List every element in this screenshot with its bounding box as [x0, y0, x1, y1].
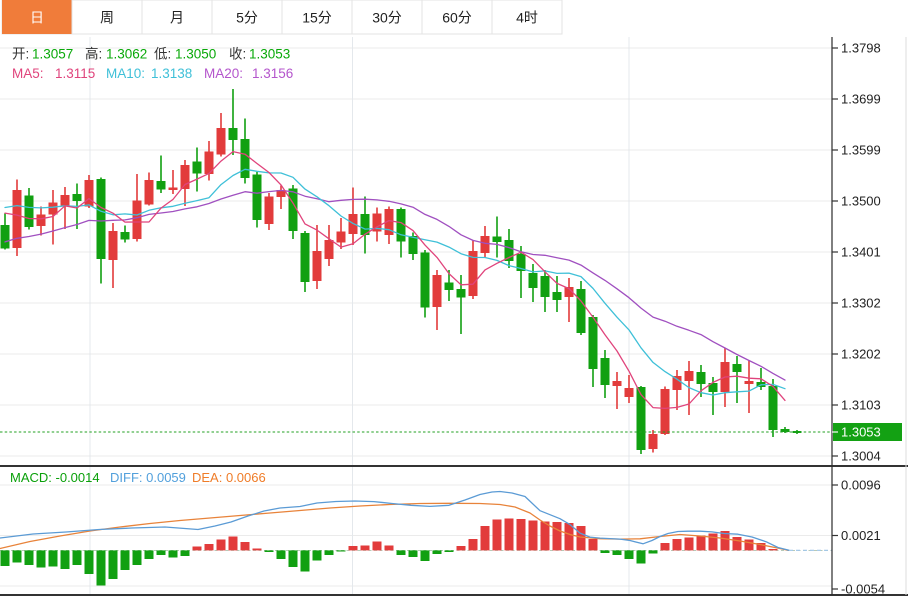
svg-text:1.3401: 1.3401: [841, 245, 881, 260]
svg-text:月: 月: [170, 10, 184, 26]
svg-text:周: 周: [100, 10, 114, 26]
svg-text:1.3699: 1.3699: [841, 92, 881, 107]
svg-text:1.3302: 1.3302: [841, 296, 881, 311]
svg-text:15分: 15分: [302, 10, 332, 26]
svg-text:日: 日: [30, 10, 44, 26]
svg-text:1.3004: 1.3004: [841, 449, 881, 464]
svg-text:1.3053: 1.3053: [841, 425, 881, 440]
svg-text:DEA: 0.0066: DEA: 0.0066: [192, 470, 266, 485]
svg-text:30分: 30分: [372, 10, 402, 26]
svg-text:-0.0054: -0.0054: [841, 582, 885, 597]
svg-text:1.3798: 1.3798: [841, 41, 881, 56]
svg-text:5分: 5分: [236, 10, 258, 26]
svg-text:0.0021: 0.0021: [841, 528, 881, 543]
svg-text:1.3202: 1.3202: [841, 347, 881, 362]
svg-text:60分: 60分: [442, 10, 472, 26]
svg-text:1.3500: 1.3500: [841, 194, 881, 209]
svg-text:MACD: -0.0014: MACD: -0.0014: [10, 470, 100, 485]
svg-text:4时: 4时: [516, 10, 538, 26]
svg-text:1.3599: 1.3599: [841, 143, 881, 158]
svg-text:0.0096: 0.0096: [841, 478, 881, 493]
svg-text:DIFF: 0.0059: DIFF: 0.0059: [110, 470, 186, 485]
svg-text:1.3103: 1.3103: [841, 398, 881, 413]
